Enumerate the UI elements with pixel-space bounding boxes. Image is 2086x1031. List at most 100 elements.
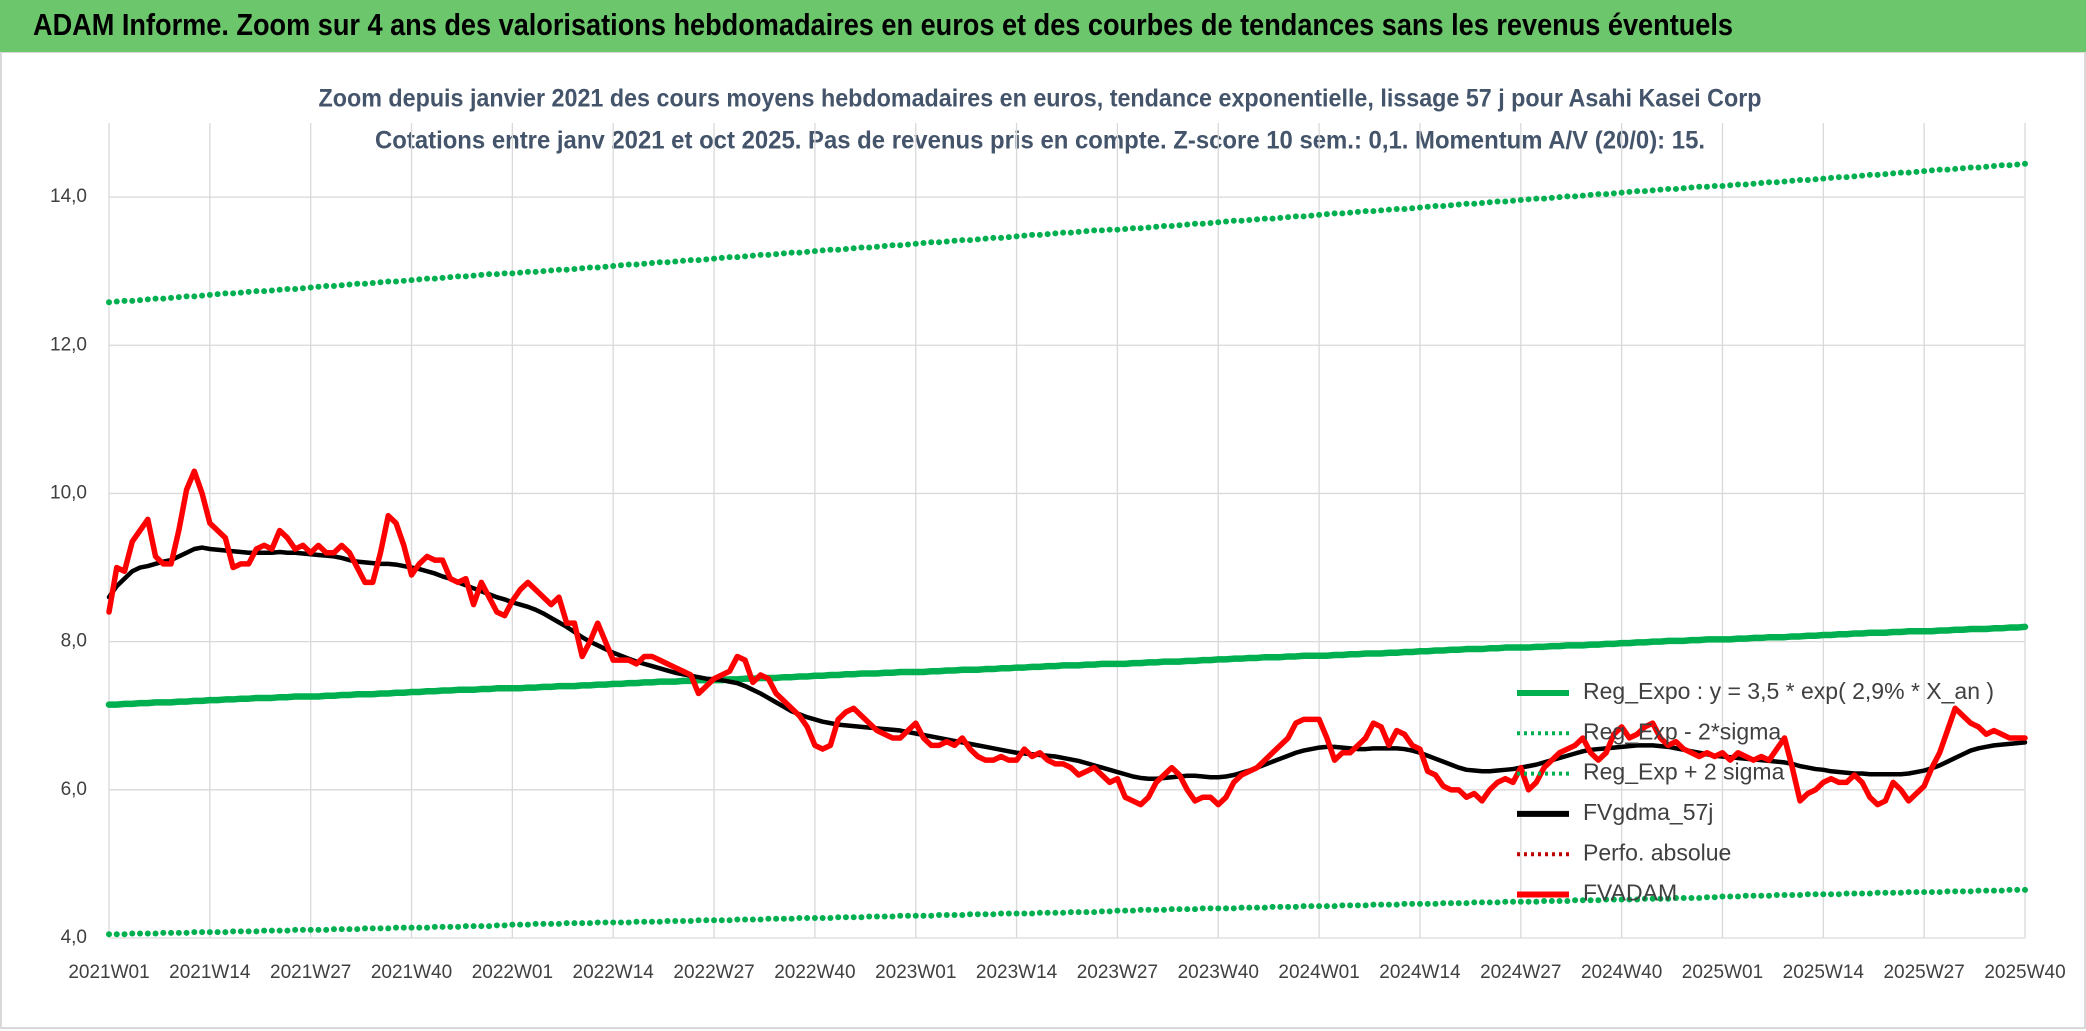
trend-dot: [307, 284, 314, 291]
x-tick-label: 2022W01: [472, 962, 553, 983]
trend-dot: [633, 918, 640, 925]
trend-dot: [160, 929, 167, 936]
trend-dot: [920, 240, 927, 247]
trend-dot: [1013, 910, 1020, 917]
trend-dot: [1975, 164, 1982, 171]
trend-dot: [1067, 909, 1074, 916]
trend-dot: [524, 921, 531, 928]
trend-dot: [1882, 171, 1889, 178]
trend-dot: [1758, 180, 1765, 187]
trend-dot: [408, 277, 415, 284]
trend-dot: [602, 263, 609, 270]
trend-dot: [1075, 228, 1082, 235]
trend-dot: [292, 285, 299, 292]
trend-dot: [1525, 898, 1532, 905]
trend-dot: [214, 929, 221, 936]
trend-dot: [1060, 909, 1067, 916]
trend-dot: [1983, 887, 1990, 894]
trend-dot: [1223, 218, 1230, 225]
trend-dot: [393, 278, 400, 285]
trend-dot: [230, 928, 237, 935]
trend-dot: [1928, 889, 1935, 896]
trend-dot: [1424, 203, 1431, 210]
trend-dot: [982, 235, 989, 242]
trend-dot: [625, 261, 632, 268]
trend-dot: [1354, 902, 1361, 909]
trend-dot: [524, 268, 531, 275]
trend-dot: [672, 258, 679, 265]
trend-dot: [1401, 900, 1408, 907]
trend-dot: [1145, 224, 1152, 231]
trend-dot: [168, 929, 175, 936]
trend-dot: [1145, 906, 1152, 913]
trend-dot: [1021, 232, 1028, 239]
trend-dot: [1331, 210, 1338, 217]
trend-dot: [299, 285, 306, 292]
trend-dot: [889, 242, 896, 249]
trend-dot: [354, 280, 361, 287]
trend-dot: [1734, 181, 1741, 188]
trend-dot: [804, 248, 811, 255]
x-tick-label: 2023W01: [875, 962, 956, 983]
trend-dot: [703, 917, 710, 924]
trend-dot: [734, 916, 741, 923]
trend-dot: [1835, 891, 1842, 898]
trend-dot: [1766, 892, 1773, 899]
trend-dot: [1866, 890, 1873, 897]
trend-dot: [1254, 216, 1261, 223]
trend-dot: [338, 282, 345, 289]
trend-dot: [361, 925, 368, 932]
trend-dot: [284, 927, 291, 934]
x-tick-label: 2021W27: [270, 962, 351, 983]
trend-dot: [152, 295, 159, 302]
trend-dot: [1649, 895, 1656, 902]
trend-dot: [1044, 909, 1051, 916]
trend-dot: [1486, 899, 1493, 906]
trend-dot: [1215, 219, 1222, 226]
trend-dot: [509, 270, 516, 277]
trend-dot: [1308, 212, 1315, 219]
trend-dot: [842, 914, 849, 921]
trend-dot: [1533, 898, 1540, 905]
trend-dot: [1952, 888, 1959, 895]
trend-dot: [1797, 177, 1804, 184]
trend-dot: [1416, 900, 1423, 907]
trend-dot: [827, 914, 834, 921]
trend-dot: [850, 245, 857, 252]
trend-dot: [548, 267, 555, 274]
trend-dot: [1432, 202, 1439, 209]
trend-dot: [424, 275, 431, 282]
trend-dot: [1409, 205, 1416, 212]
trend-dot: [245, 288, 252, 295]
trend-dot: [1246, 217, 1253, 224]
trend-dot: [1603, 191, 1610, 198]
trend-dot: [1184, 221, 1191, 228]
trend-dot: [393, 924, 400, 931]
trend-dot: [478, 923, 485, 930]
trend-dot: [594, 264, 601, 271]
trend-dot: [1215, 905, 1222, 912]
trend-dot: [897, 242, 904, 249]
trend-dot: [1316, 903, 1323, 910]
trend-dot: [214, 291, 221, 298]
trend-dot: [1533, 195, 1540, 202]
trend-dot: [1440, 202, 1447, 209]
trend-dot: [1339, 902, 1346, 909]
trend-dot: [1067, 229, 1074, 236]
trend-dot: [1835, 174, 1842, 181]
trend-dot: [1502, 198, 1509, 205]
trend-dot: [951, 912, 958, 919]
x-tick-label: 2025W01: [1682, 962, 1763, 983]
trend-dot: [346, 926, 353, 933]
trend-dot: [354, 926, 361, 933]
trend-dot: [1129, 225, 1136, 232]
trend-dot: [1688, 184, 1695, 191]
x-tick-label: 2022W27: [673, 962, 754, 983]
trend-dot: [439, 923, 446, 930]
trend-dot: [1812, 176, 1819, 183]
trend-dot: [455, 273, 462, 280]
trend-dot: [1564, 193, 1571, 200]
trend-dot: [183, 293, 190, 300]
trend-dot: [501, 270, 508, 277]
